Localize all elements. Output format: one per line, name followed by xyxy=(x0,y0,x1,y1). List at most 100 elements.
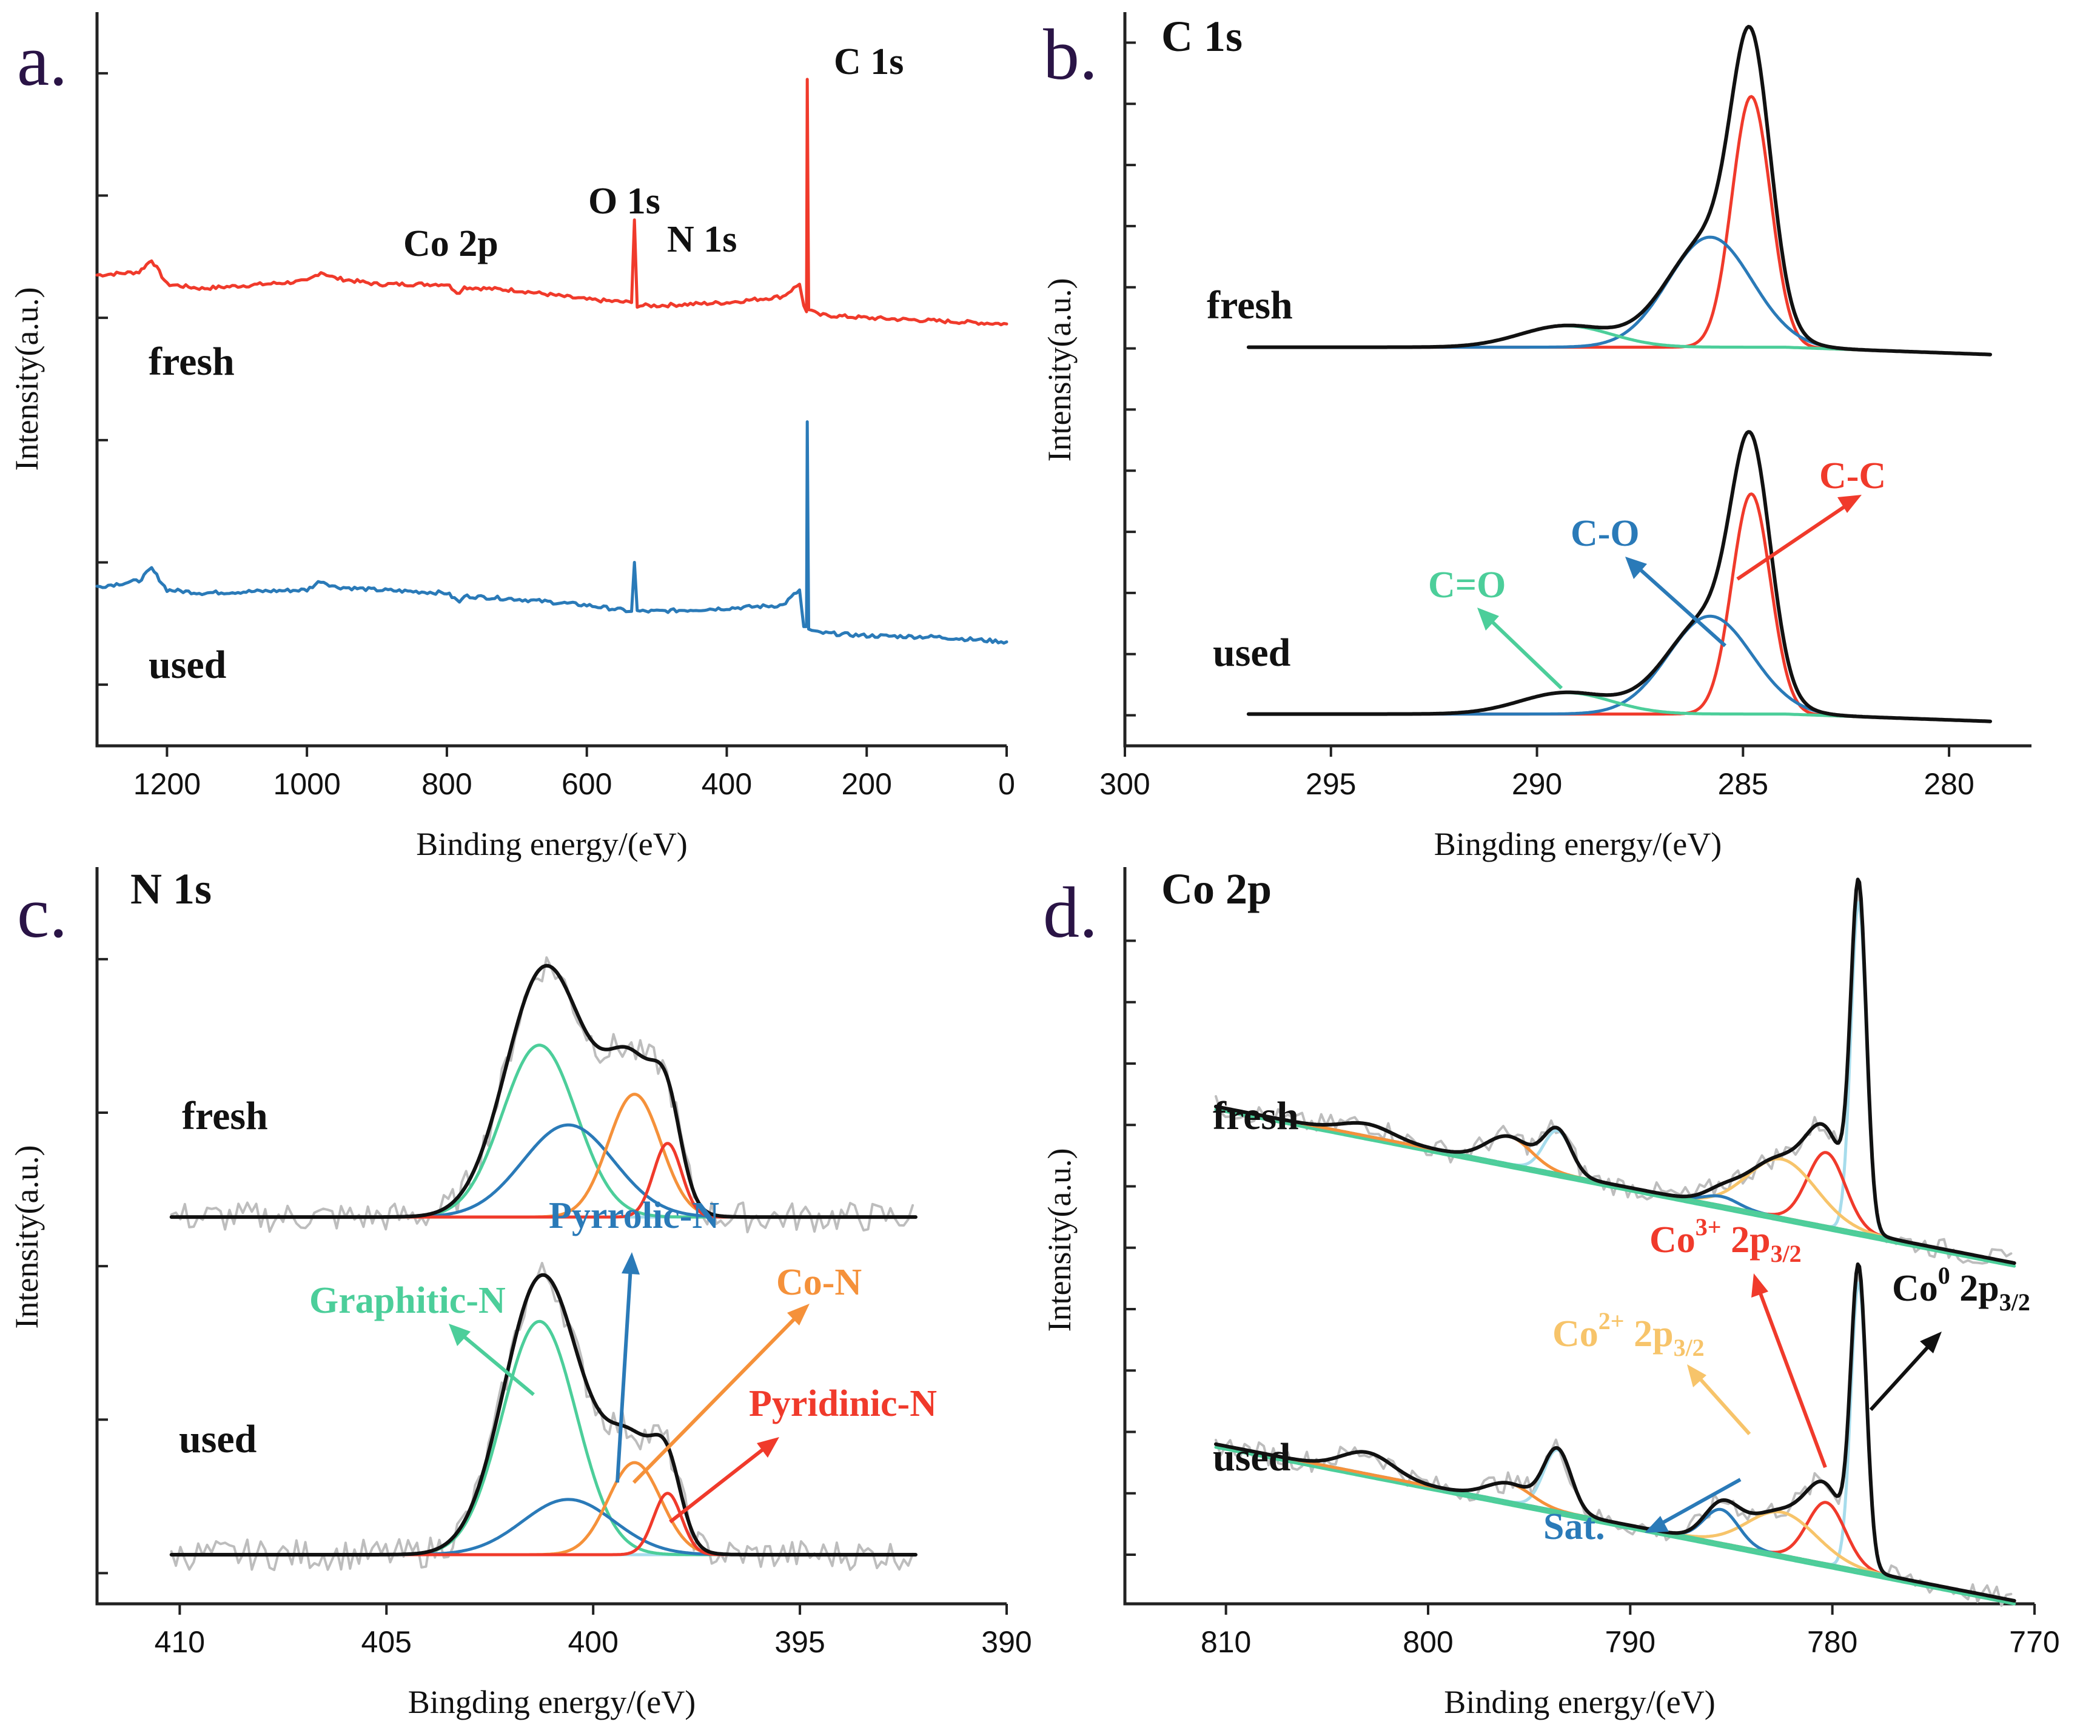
panel-a-o1s-label: O 1s xyxy=(588,181,660,222)
panel-b-xtick-label: 295 xyxy=(1306,767,1356,801)
panel-b-c1s: b. C 1s 300 295 290 285 280 Bingding energy/… xyxy=(1041,12,2031,862)
panel-b-ceo-arrow xyxy=(1487,617,1563,690)
panel-b-cc-label: C-C xyxy=(1819,455,1886,497)
panel-b-yticks xyxy=(1125,41,1136,717)
panel-d-fresh-background2 xyxy=(1214,1108,2016,1268)
panel-c-fresh-component xyxy=(170,1123,917,1219)
panel-d-co0-arrowhead xyxy=(1920,1332,1942,1353)
panel-d-sat-label: Sat. xyxy=(1543,1506,1605,1547)
panel-b-fresh-envelope xyxy=(1246,25,1992,357)
panel-c-fresh-label: fresh xyxy=(182,1094,268,1138)
panel-d-co0-arrow xyxy=(1869,1341,1933,1412)
panel-d-yticks xyxy=(1125,939,1136,1556)
panel-b-ceo-arrowhead xyxy=(1477,608,1499,631)
panel-c-fresh-component xyxy=(170,1044,917,1219)
panel-c-fresh-raw xyxy=(170,956,914,1233)
panel-b-xtick-label: 285 xyxy=(1718,767,1768,801)
panel-d-co2-arrow xyxy=(1696,1375,1751,1436)
panel-d-curves xyxy=(1214,877,2016,1607)
panel-c-xtick-label: 410 xyxy=(155,1625,205,1659)
panel-b-xticks: 300 295 290 285 280 xyxy=(1099,746,1974,801)
panel-b-title: C 1s xyxy=(1161,12,1243,61)
panel-b-cc-arrowhead xyxy=(1837,495,1862,513)
panel-c-ylabel: Intensity(a.u.) xyxy=(8,1145,45,1329)
panel-a-axes xyxy=(95,12,1007,748)
panel-d-fresh-component xyxy=(1214,901,2016,1265)
panel-a-xtick-label: 600 xyxy=(562,767,612,801)
panel-c-pyridinic-label: Pyridinic-N xyxy=(749,1383,937,1424)
panel-b-ceo-label: C=O xyxy=(1428,565,1506,606)
panel-a-xtick-label: 0 xyxy=(998,767,1015,801)
panel-c-pyrrolic-label: Pyrrolic-N xyxy=(549,1195,719,1236)
panel-d-xtick-label: 810 xyxy=(1201,1625,1251,1659)
panel-d-co0-label: Co0 2p3/2 xyxy=(1892,1262,2030,1316)
panel-d-fresh-raw xyxy=(1215,888,2013,1265)
panel-a-fresh-spectrum xyxy=(95,78,1008,327)
panel-c-pyridinic-arrow xyxy=(669,1444,768,1524)
panel-a-fresh-label: fresh xyxy=(149,340,235,384)
panel-c-xtick-label: 390 xyxy=(981,1625,1032,1659)
panel-a-letter: a. xyxy=(17,20,67,101)
panel-b-co-arrowhead xyxy=(1625,557,1647,579)
panel-a-used-label: used xyxy=(149,643,226,687)
panel-d-ylabel: Intensity(a.u.) xyxy=(1041,1148,1078,1332)
panel-c-letter: c. xyxy=(17,872,67,953)
panel-c-curves xyxy=(169,956,917,1572)
panel-d-co2p: d. Co 2p 810 800 790 780 770 Binding energy/… xyxy=(1041,865,2060,1720)
panel-d-title: Co 2p xyxy=(1161,865,1272,913)
panel-a-n1s-label: N 1s xyxy=(667,219,737,260)
panel-d-co3-arrow xyxy=(1757,1287,1827,1469)
panel-b-xlabel: Bingding energy/(eV) xyxy=(1434,826,1722,862)
panel-c-xticks: 410 405 400 395 390 xyxy=(155,1604,1032,1659)
panel-c-used-label: used xyxy=(179,1417,257,1461)
panel-c-xtick-label: 405 xyxy=(361,1625,412,1659)
panel-b-xtick-label: 300 xyxy=(1099,767,1150,801)
panel-d-xticks: 810 800 790 780 770 xyxy=(1201,1604,2060,1659)
panel-c-xtick-label: 395 xyxy=(774,1625,825,1659)
panel-c-fresh-component xyxy=(170,1142,917,1219)
panel-c-con-arrowhead xyxy=(787,1304,810,1325)
panel-a-xtick-label: 200 xyxy=(842,767,892,801)
panel-c-arrows xyxy=(449,1252,810,1524)
panel-c-xtick-label: 400 xyxy=(568,1625,618,1659)
panel-b-used-label: used xyxy=(1213,631,1290,675)
panel-b-xtick-label: 290 xyxy=(1512,767,1562,801)
panel-c-graphitic-label: Graphitic-N xyxy=(309,1280,506,1321)
panel-c-used-component xyxy=(170,1319,917,1557)
panel-c-n1s: c. N 1s 410 405 400 395 390 Bingding energy/… xyxy=(8,865,1032,1720)
panel-a-xtick-label: 1000 xyxy=(273,767,341,801)
panel-b-curves xyxy=(1246,25,1992,723)
panel-c-title: N 1s xyxy=(130,865,212,913)
panel-c-xlabel: Bingding energy/(eV) xyxy=(408,1684,696,1720)
panel-b-cc-arrow xyxy=(1736,501,1851,581)
panel-a-survey: a. 1200 1000 800 600 400 200 0 Binding energy/… xyxy=(8,12,1015,862)
panel-d-xtick-label: 790 xyxy=(1605,1625,1656,1659)
panel-d-letter: d. xyxy=(1043,872,1098,953)
panel-a-used-spectrum xyxy=(95,420,1008,645)
panel-a-xticks: 1200 1000 800 600 400 200 0 xyxy=(133,746,1015,801)
panel-b-fresh-label: fresh xyxy=(1207,283,1293,327)
panel-c-con-arrow xyxy=(632,1314,799,1484)
panel-d-co2-arrowhead xyxy=(1687,1364,1706,1387)
panel-d-used-label: used xyxy=(1213,1435,1290,1480)
panel-d-sat-arrow xyxy=(1657,1478,1742,1527)
panel-a-ylabel: Intensity(a.u.) xyxy=(8,287,45,471)
panel-c-pyrrolic-arrow xyxy=(616,1267,632,1483)
panel-d-xlabel: Binding energy/(eV) xyxy=(1444,1684,1715,1720)
panel-d-axes xyxy=(1123,867,2035,1606)
panel-d-used-background2 xyxy=(1214,1446,2016,1606)
panel-c-pyrrolic-arrowhead xyxy=(622,1252,640,1275)
panel-a-xlabel: Binding energy/(eV) xyxy=(416,826,687,862)
panel-c-yticks xyxy=(97,957,108,1575)
panel-a-xtick-label: 400 xyxy=(702,767,752,801)
panel-a-yticks xyxy=(97,72,108,686)
panel-a-c1s-label: C 1s xyxy=(834,41,904,82)
panel-b-fresh-component xyxy=(1247,95,1992,357)
panel-c-fresh-envelope xyxy=(169,964,917,1219)
panel-c-pyridinic-arrowhead xyxy=(757,1437,779,1458)
panel-b-co-label: C-O xyxy=(1571,513,1640,554)
panel-b-letter: b. xyxy=(1043,14,1098,95)
panel-a-curves xyxy=(95,78,1008,645)
panel-a-xtick-label: 1200 xyxy=(133,767,201,801)
